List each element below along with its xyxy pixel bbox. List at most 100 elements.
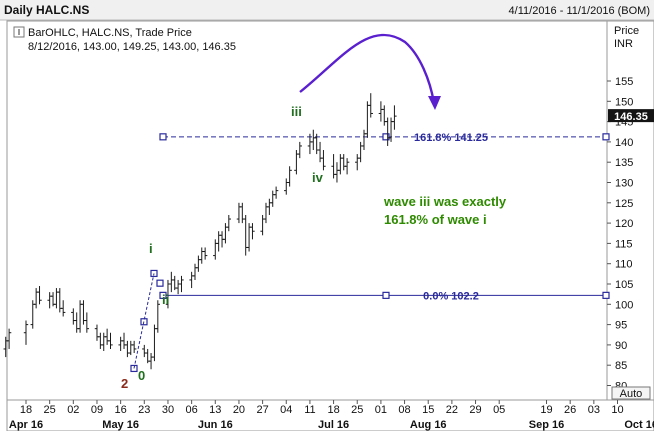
fib-handle-icon bbox=[602, 133, 610, 141]
x-tick-label: 13 bbox=[209, 404, 221, 416]
month-label: Oct 16 bbox=[624, 419, 654, 431]
ohlc-bar bbox=[60, 300, 66, 317]
wave-note-line-2: 161.8% of wave i bbox=[384, 212, 487, 227]
month-label: Aug 16 bbox=[410, 419, 447, 431]
x-axis-ticks: 18 25 02 09 16 23 30 06 13 20 27 04 11 18 25 01 08 15 22 29… bbox=[9, 400, 654, 431]
x-tick-label: 03 bbox=[588, 404, 600, 416]
wave-i-connector bbox=[133, 273, 155, 369]
legend-values: 8/12/2016, 143.00, 149.25, 143.00, 146.3… bbox=[28, 41, 236, 53]
ohlc-bar bbox=[321, 150, 326, 171]
ohlc-bar bbox=[108, 332, 113, 349]
ohlc-bar bbox=[273, 186, 279, 199]
arrow-head-icon bbox=[428, 96, 441, 110]
wave-label-i: i bbox=[149, 241, 153, 256]
chart-title: Daily HALC.NS bbox=[4, 3, 89, 17]
currency-axis-label: INR bbox=[614, 38, 633, 50]
auto-scale-button[interactable]: Auto bbox=[611, 386, 651, 400]
x-tick-label: 02 bbox=[67, 404, 79, 416]
auto-button-label[interactable]: Auto bbox=[620, 388, 643, 400]
ohlc-bar bbox=[287, 166, 292, 187]
fib-handle-icon bbox=[602, 291, 610, 299]
x-tick-label: 18 bbox=[20, 404, 32, 416]
x-tick-label: 22 bbox=[446, 404, 458, 416]
y-tick-label: 140 bbox=[615, 137, 633, 149]
y-tick-label: 115 bbox=[615, 238, 633, 250]
x-tick-label: 26 bbox=[564, 404, 576, 416]
ohlc-bar bbox=[392, 105, 397, 130]
ohlc-bar bbox=[344, 158, 350, 175]
month-label: Jun 16 bbox=[198, 419, 233, 431]
x-tick-label: 25 bbox=[351, 404, 363, 416]
fibonacci-levels: 161.8% 141.25 0.0% 102.2 bbox=[130, 132, 610, 373]
y-tick-label: 90 bbox=[615, 340, 627, 352]
y-tick-label: 125 bbox=[615, 198, 633, 210]
x-tick-label: 23 bbox=[138, 404, 150, 416]
x-tick-label: 10 bbox=[611, 404, 623, 416]
x-tick-label: 27 bbox=[256, 404, 268, 416]
y-tick-label: 100 bbox=[615, 299, 633, 311]
auto-button-frame[interactable] bbox=[611, 386, 651, 400]
x-tick-label: 08 bbox=[398, 404, 410, 416]
y-tick-label: 110 bbox=[615, 259, 633, 271]
ohlc-bar bbox=[131, 340, 137, 354]
ohlc-bar bbox=[250, 223, 255, 240]
month-label: Sep 16 bbox=[529, 419, 564, 431]
x-tick-label: 01 bbox=[375, 404, 387, 416]
ohlc-bar bbox=[179, 275, 184, 293]
x-tick-label: 05 bbox=[493, 404, 505, 416]
y-tick-label: 155 bbox=[615, 76, 633, 88]
wave-note-line-1: wave iii was exactly bbox=[383, 194, 507, 209]
price-axis-panel bbox=[606, 20, 654, 401]
wave-label-0: 0 bbox=[138, 368, 145, 383]
x-tick-label: 16 bbox=[115, 404, 127, 416]
legend-series: BarOHLC, HALC.NS, Trade Price bbox=[28, 27, 192, 39]
fib-handle-icon bbox=[159, 291, 167, 299]
last-price-box bbox=[608, 109, 654, 123]
y-tick-label: 150 bbox=[615, 96, 633, 108]
x-tick-label: 15 bbox=[422, 404, 434, 416]
ohlc-bar bbox=[297, 141, 302, 159]
wave-ii-handle-icon bbox=[156, 279, 164, 287]
month-label: Apr 16 bbox=[9, 419, 43, 431]
arrow-curve bbox=[299, 33, 436, 104]
x-tick-label: 04 bbox=[280, 404, 292, 416]
date-range: 4/11/2016 - 11/1/2016 (BOM) bbox=[509, 5, 650, 17]
ohlc-bar bbox=[84, 312, 90, 333]
x-tick-label: 09 bbox=[91, 404, 103, 416]
x-tick-label: 25 bbox=[44, 404, 56, 416]
y-tick-label: 85 bbox=[615, 360, 627, 372]
y-tick-label: 135 bbox=[615, 157, 633, 169]
fib-handle-icon bbox=[382, 291, 390, 299]
wave-label-iii: iii bbox=[291, 104, 302, 119]
last-price-marker: 146.35 bbox=[608, 109, 654, 123]
y-tick-label: 105 bbox=[615, 279, 633, 291]
last-price-text: 146.35 bbox=[614, 111, 648, 123]
x-tick-label: 06 bbox=[185, 404, 197, 416]
x-tick-label: 18 bbox=[327, 404, 339, 416]
x-tick-label: 19 bbox=[540, 404, 552, 416]
ohlc-bar bbox=[37, 286, 42, 305]
title-bar bbox=[0, 0, 654, 20]
fib-handle-icon bbox=[382, 133, 390, 141]
month-label: May 16 bbox=[102, 419, 139, 431]
wave-label-iv: iv bbox=[312, 170, 324, 185]
wave-label-2: 2 bbox=[121, 376, 128, 391]
x-tick-label: 29 bbox=[469, 404, 481, 416]
legend: BarOHLC, HALC.NS, Trade Price 8/12/2016,… bbox=[13, 26, 236, 53]
ohlc-bar bbox=[155, 300, 161, 333]
time-axis-panel bbox=[6, 399, 654, 431]
ohlc-bar bbox=[202, 247, 208, 260]
fib-level-label: 0.0% 102.2 bbox=[423, 290, 479, 302]
y-tick-label: 120 bbox=[615, 218, 633, 230]
x-tick-label: 11 bbox=[304, 404, 315, 416]
x-tick-label: 30 bbox=[162, 404, 174, 416]
ohlc-bar bbox=[6, 328, 12, 349]
plot-area bbox=[6, 20, 608, 401]
ohlc-bar bbox=[368, 93, 373, 118]
wave-label-ii: ii bbox=[162, 292, 169, 307]
ohlc-bar bbox=[23, 320, 29, 345]
x-tick-label: 20 bbox=[233, 404, 245, 416]
projection-arrow bbox=[299, 33, 441, 110]
